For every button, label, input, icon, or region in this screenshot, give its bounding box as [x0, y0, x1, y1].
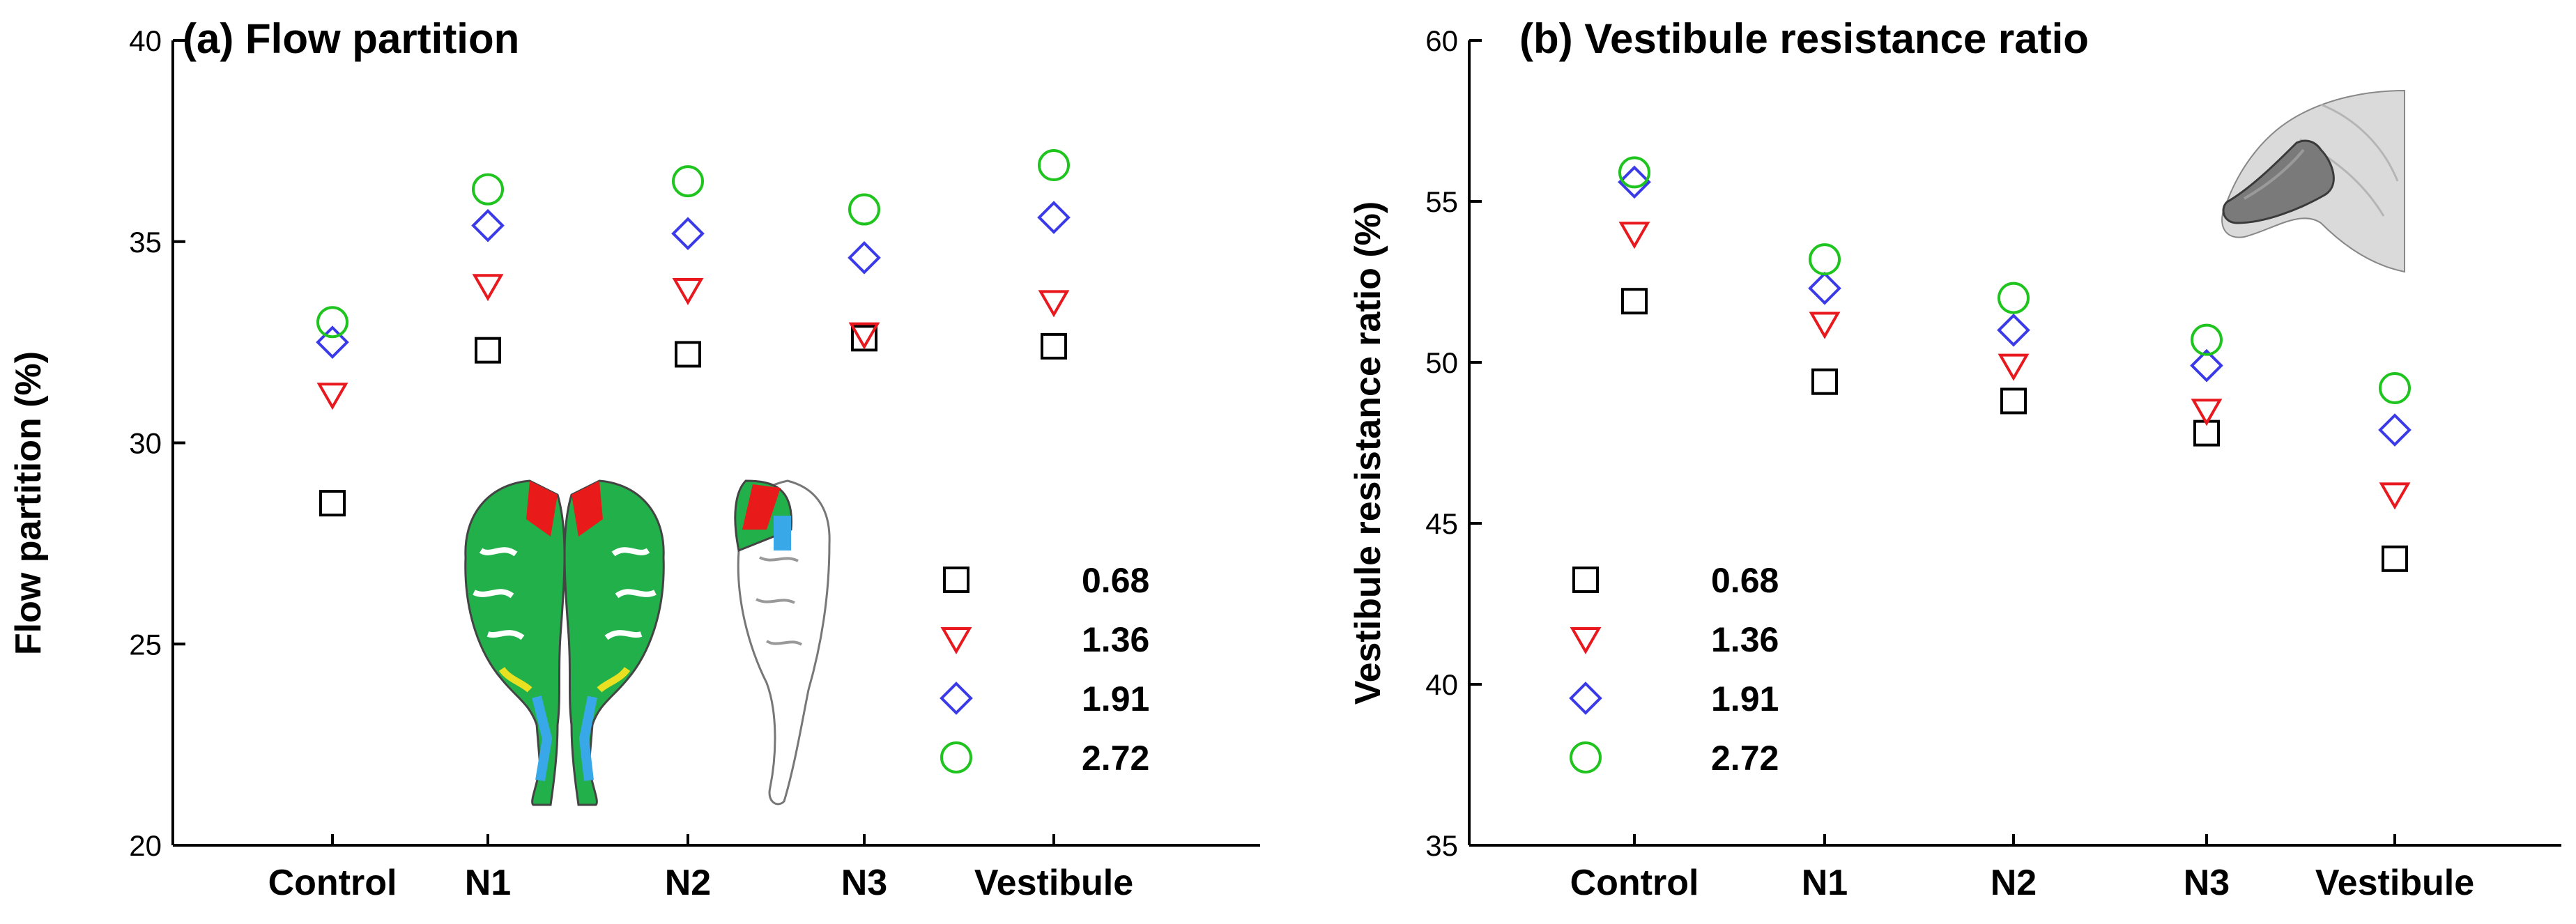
airway-flow-contour-image [464, 479, 831, 806]
data-point-triangle-down [848, 322, 880, 350]
data-point-triangle-down [1998, 353, 2030, 381]
data-point-circle [1618, 156, 1650, 189]
data-point-diamond [1618, 165, 1651, 199]
y-tick-label: 30 [129, 427, 162, 460]
legend-label: 1.36 [1082, 620, 1149, 659]
data-point-triangle-down [472, 274, 504, 302]
data-point-square [851, 325, 877, 352]
data-point-circle [472, 173, 504, 206]
panel-a-legend: 0.68 1.36 1.91 2.72 [940, 561, 1149, 778]
legend-label: 1.91 [1082, 679, 1149, 718]
data-point-square [2000, 387, 2027, 415]
data-point-diamond [1997, 313, 2030, 347]
y-tick-label: 45 [1425, 507, 1458, 540]
panel-vestibule-resistance-ratio: (b) Vestibule resistance ratio Vestibule… [1348, 15, 2561, 903]
y-tick-label: 55 [1425, 185, 1458, 218]
panel-b-legend: 0.68 1.36 1.91 2.72 [1569, 561, 1779, 778]
data-point-circle [1998, 282, 2030, 314]
panel-a-markers [316, 149, 1071, 517]
legend-marker-circle [1570, 741, 1602, 773]
panel-b-x-categories: Control N1 N2 N3 Vestibule [1570, 834, 2474, 903]
data-point-circle [848, 193, 880, 226]
y-tick-label: 60 [1425, 24, 1458, 57]
x-category-label: N3 [841, 863, 887, 903]
legend-marker-triangle-down [940, 627, 972, 655]
panel-b-markers [1618, 156, 2412, 572]
legend-label: 0.68 [1082, 561, 1149, 600]
x-category-label: Vestibule [974, 863, 1133, 903]
legend-marker-circle [940, 741, 972, 773]
data-point-diamond [848, 241, 881, 275]
data-point-diamond [2190, 348, 2223, 383]
data-point-circle [316, 306, 348, 339]
y-tick-label: 50 [1425, 346, 1458, 379]
legend-label: 1.36 [1711, 620, 1779, 659]
vestibule-3d-shape-image [2221, 89, 2405, 273]
data-point-diamond [316, 325, 349, 359]
data-point-circle [2191, 323, 2223, 356]
x-category-label: N1 [1802, 863, 1848, 903]
data-point-square [1041, 332, 1067, 360]
data-point-triangle-down [1618, 222, 1650, 249]
data-point-triangle-down [316, 383, 348, 410]
legend-marker-square [1572, 567, 1599, 593]
legend-marker-diamond [940, 682, 973, 715]
legend-label: 0.68 [1711, 561, 1779, 600]
data-point-triangle-down [2379, 482, 2411, 510]
panel-flow-partition: (a) Flow partition Flow partition (%) 20… [8, 15, 1260, 903]
data-point-square [475, 337, 501, 364]
legend-marker-square [943, 567, 969, 593]
legend-label: 2.72 [1711, 739, 1779, 778]
y-tick-label: 35 [129, 226, 162, 259]
legend-marker-triangle-down [1570, 627, 1602, 655]
data-point-square [2382, 545, 2408, 572]
x-category-label: N2 [1991, 863, 2037, 903]
panel-b-y-ticks: 35 40 45 50 55 60 [1425, 24, 1482, 862]
data-point-circle [1809, 243, 1841, 276]
x-category-label: N2 [665, 863, 711, 903]
x-category-label: Control [268, 863, 397, 903]
panel-b-y-axis-title: Vestibule resistance ratio (%) [1348, 201, 1388, 705]
y-tick-label: 35 [1425, 829, 1458, 862]
y-tick-label: 40 [1425, 668, 1458, 701]
y-tick-label: 25 [129, 628, 162, 661]
panel-a-y-axis-title: Flow partition (%) [8, 351, 49, 655]
data-point-diamond [2378, 413, 2412, 447]
x-category-label: Vestibule [2315, 863, 2474, 903]
y-tick-label: 40 [129, 24, 162, 57]
data-point-square [1621, 288, 1648, 315]
panel-a-title: (a) Flow partition [183, 15, 519, 62]
data-point-circle [1038, 149, 1070, 182]
data-point-triangle-down [2191, 399, 2223, 426]
legend-marker-diamond [1569, 682, 1602, 715]
x-category-label: Control [1570, 863, 1699, 903]
data-point-diamond [1037, 201, 1071, 234]
data-point-square [675, 341, 701, 368]
data-point-circle [672, 165, 704, 198]
data-point-diamond [671, 217, 705, 251]
legend-label: 2.72 [1082, 739, 1149, 778]
y-tick-label: 20 [129, 829, 162, 862]
data-point-triangle-down [1038, 290, 1070, 318]
data-point-diamond [1808, 271, 1841, 305]
x-category-label: N1 [465, 863, 511, 903]
panel-b-title: (b) Vestibule resistance ratio [1519, 15, 2089, 62]
panel-a-y-ticks: 20 25 30 35 40 [129, 24, 185, 862]
panel-a-x-categories: Control N1 N2 N3 Vestibule [268, 834, 1133, 903]
data-point-diamond [471, 208, 505, 242]
legend-label: 1.91 [1711, 679, 1779, 718]
data-point-circle [2379, 371, 2411, 404]
x-category-label: N3 [2184, 863, 2230, 903]
data-point-triangle-down [1809, 311, 1841, 339]
data-point-square [319, 490, 346, 517]
data-point-triangle-down [672, 278, 704, 306]
data-point-square [1811, 368, 1838, 395]
